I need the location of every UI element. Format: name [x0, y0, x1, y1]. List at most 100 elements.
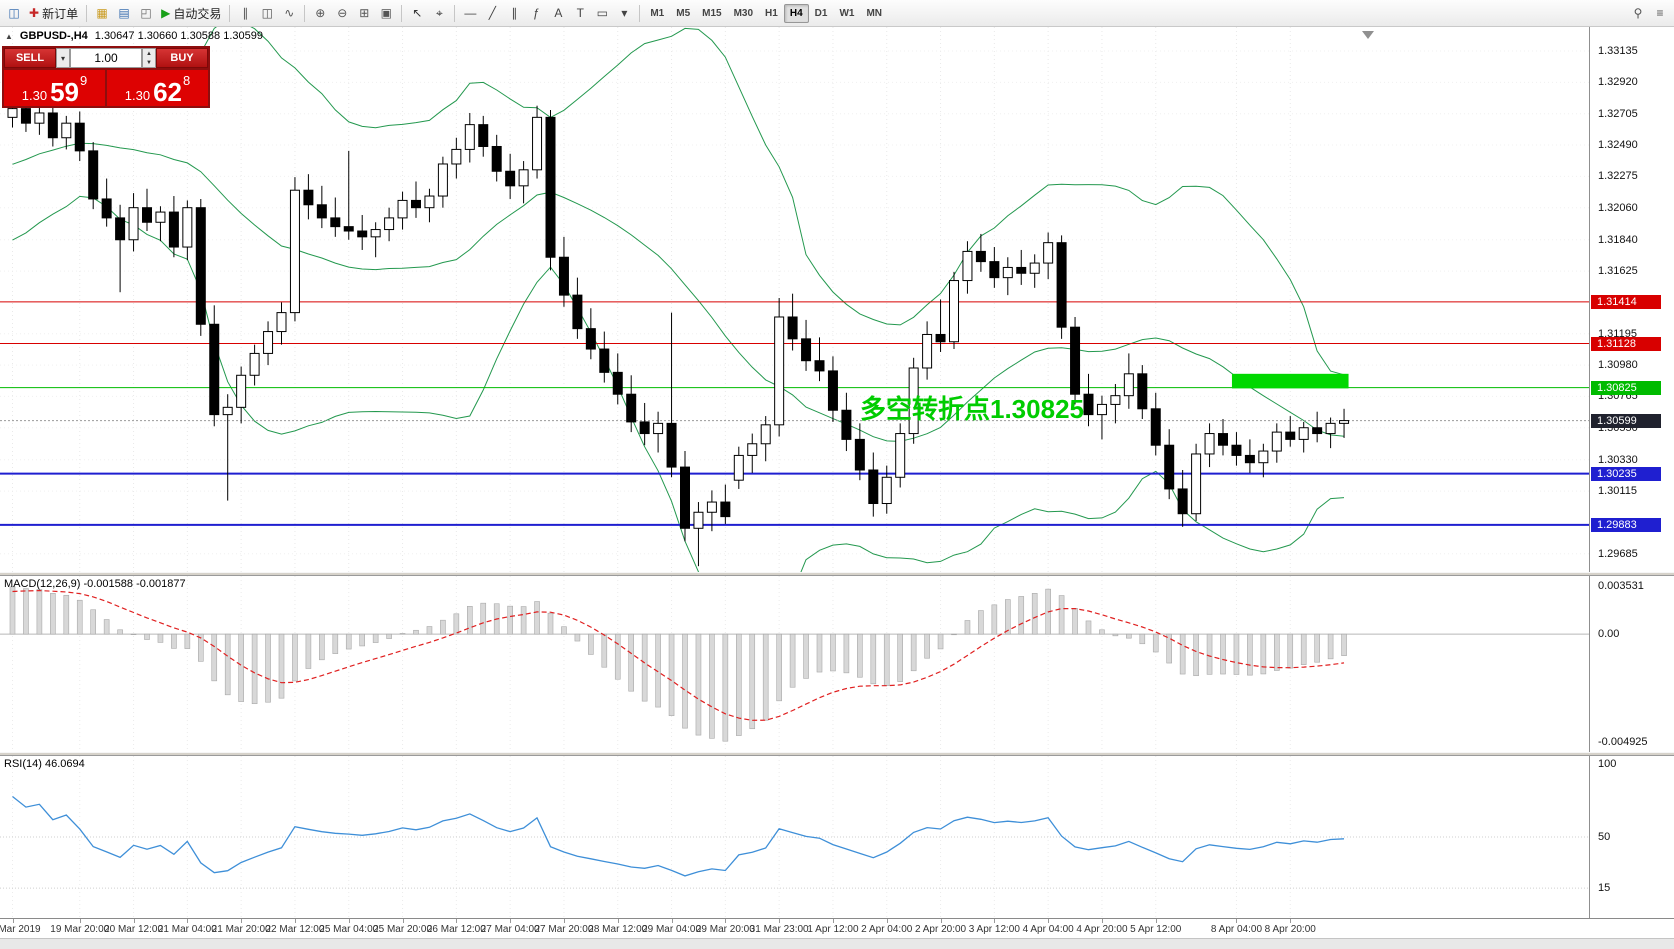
price-scale-label: 1.31625 [1598, 265, 1638, 278]
panel-splitter[interactable] [0, 752, 1674, 756]
market-watch-icon[interactable]: ▦ [91, 3, 113, 24]
candlestick-chart-icon[interactable]: ◫ [256, 3, 278, 24]
menu-icon[interactable]: ≡ [1656, 6, 1664, 20]
terminal-icon-icon: ◰ [140, 6, 152, 20]
tile-windows-icon-icon: ▣ [380, 6, 392, 20]
buy-price-display[interactable]: 1.30 62 8 [107, 70, 208, 106]
symbol-header: ▲ GBPUSD-,H4 1.30647 1.30660 1.30588 1.3… [5, 30, 263, 42]
volume-input[interactable]: 1.00 [70, 48, 142, 68]
main-chart-canvas[interactable] [0, 27, 1589, 572]
panel-splitter[interactable] [0, 572, 1674, 576]
sell-button[interactable]: SELL [4, 48, 56, 68]
zoom-out-icon[interactable]: ⊖ [331, 3, 353, 24]
candlestick-chart-icon-icon: ◫ [261, 6, 273, 20]
time-axis-label: 1 Apr 12:00 [807, 924, 859, 935]
macd-signal-line [12, 589, 1345, 721]
price-scale-label: 1.32705 [1598, 107, 1638, 120]
new-order-button-label: 新订单 [42, 6, 79, 21]
time-axis-tick [617, 919, 619, 923]
buy-price-main: 1.30 [124, 87, 151, 103]
text-icon[interactable]: A [547, 3, 569, 24]
volume-step-down-icon[interactable]: ▼ [146, 59, 152, 66]
bar-chart-icon[interactable]: ∥ [234, 3, 256, 24]
sell-price-display[interactable]: 1.30 59 9 [4, 70, 105, 106]
macd-scale-label: 0.00 [1598, 628, 1620, 641]
toolbar-separator [86, 4, 88, 22]
time-axis-label: 22 Mar 12:00 [265, 924, 325, 935]
arrows-icon[interactable]: ▾ [613, 3, 635, 24]
timeframe-m5-button[interactable]: M5 [676, 7, 691, 19]
timeframe-mn-button[interactable]: MN [866, 7, 882, 19]
crosshair-icon[interactable]: ⌖ [428, 3, 450, 24]
timeframe-h4-button[interactable]: H4 [783, 3, 809, 23]
macd-scale[interactable]: 0.003531 0.00 -0.004925 [1589, 576, 1674, 752]
line-chart-icon[interactable]: ∿ [278, 3, 300, 24]
trendline-icon-icon: ╱ [488, 6, 496, 20]
zoom-in-icon[interactable]: ⊕ [309, 3, 331, 24]
price-badge: 1.29883 [1591, 517, 1661, 532]
new-chart-button[interactable]: ◫ [3, 3, 25, 24]
autotrading-button-label: 自动交易 [173, 6, 222, 21]
timeframe-m30-button[interactable]: M30 [733, 7, 754, 19]
shapes-icon[interactable]: ▭ [591, 3, 613, 24]
one-click-trade-panel: SELL ▾ 1.00 ▲ ▼ BUY 1.30 59 9 1.30 62 [2, 46, 210, 108]
tile-windows-icon[interactable]: ▣ [375, 3, 397, 24]
trendline-icon[interactable]: ╱ [481, 3, 503, 24]
rsi-scale-label: 100 [1598, 758, 1617, 770]
price-scale-label: 1.30330 [1598, 453, 1638, 466]
channel-icon[interactable]: ∥ [503, 3, 525, 24]
grid-icon[interactable]: ⊞ [353, 3, 375, 24]
timeframe-h1-button[interactable]: H1 [765, 7, 778, 19]
rsi-chart-canvas[interactable] [0, 756, 1589, 918]
horizontal-line-icon[interactable]: — [459, 3, 481, 24]
price-scale[interactable]: 1.33135 1.32920 1.32705 1.32490 1.32275 1.320… [1589, 27, 1674, 572]
bollinger-mid-band [12, 142, 1345, 442]
macd-panel: MACD(12,26,9) -0.001588 -0.001877 0.0035… [0, 576, 1674, 752]
search-icon[interactable]: ⚲ [1633, 6, 1643, 20]
navigator-icon-icon: ▤ [118, 6, 130, 20]
sell-price-big: 59 [50, 76, 79, 107]
volume-stepper: ▲ ▼ [142, 48, 156, 68]
cursor-icon[interactable]: ↖ [406, 3, 428, 24]
macd-indicator-label: MACD(12,26,9) -0.001588 -0.001877 [4, 578, 186, 590]
fibonacci-icon[interactable]: ƒ [525, 3, 547, 24]
navigator-icon[interactable]: ▤ [113, 3, 135, 24]
macd-scale-label: -0.004925 [1598, 736, 1648, 748]
new-order-icon: ✚ [29, 6, 40, 20]
autotrading-button[interactable]: ▶ 自动交易 [157, 3, 225, 24]
macd-scale-label: 0.003531 [1598, 580, 1644, 592]
volume-dropdown-icon[interactable]: ▾ [56, 48, 70, 68]
new-chart-icon: ◫ [8, 6, 20, 20]
timeframe-d1-button[interactable]: D1 [814, 7, 828, 19]
time-axis-label: 2 Apr 20:00 [914, 924, 967, 935]
time-axis-label: 26 Mar 12:00 [426, 924, 486, 935]
time-axis-tick [133, 919, 135, 923]
time-axis-tick [402, 919, 404, 923]
autotrading-icon: ▶ [161, 6, 171, 20]
buy-button[interactable]: BUY [156, 48, 208, 68]
timeframe-m15-button[interactable]: M15 [702, 7, 722, 19]
time-axis-tick [994, 919, 996, 923]
collapse-arrow-icon[interactable]: ▲ [5, 31, 13, 41]
timeframe-w1-button[interactable]: W1 [839, 7, 855, 19]
bollinger-up-band [12, 27, 1345, 376]
terminal-icon[interactable]: ◰ [135, 3, 157, 24]
crosshair-icon-icon: ⌖ [435, 5, 443, 20]
macd-chart-canvas[interactable] [0, 576, 1589, 752]
rsi-scale[interactable]: 100 50 15 [1589, 756, 1674, 918]
time-axis-tick [940, 919, 942, 923]
price-scale-label: 1.31840 [1598, 233, 1638, 246]
time-axis-label: 8 Apr 04:00 [1210, 924, 1263, 935]
bar-chart-icon-icon: ∥ [242, 6, 249, 20]
symbol-ohlc-values: 1.30647 1.30660 1.30588 1.30599 [94, 30, 263, 42]
new-order-button[interactable]: ✚ 新订单 [25, 3, 82, 24]
label-icon[interactable]: T [569, 3, 591, 24]
price-badge: 1.30825 [1591, 380, 1661, 395]
buy-price-sup: 8 [183, 73, 191, 88]
volume-step-up-icon[interactable]: ▲ [146, 50, 152, 57]
time-axis-label: 29 Mar 04:00 [642, 924, 702, 935]
cursor-icon-icon: ↖ [412, 6, 423, 20]
timeframe-m1-button[interactable]: M1 [650, 7, 665, 19]
time-axis-label: 8 Apr 20:00 [1264, 924, 1316, 935]
